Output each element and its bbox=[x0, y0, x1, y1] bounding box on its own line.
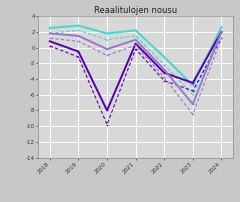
Title: Reaalitulojen nousu: Reaalitulojen nousu bbox=[94, 6, 177, 15]
